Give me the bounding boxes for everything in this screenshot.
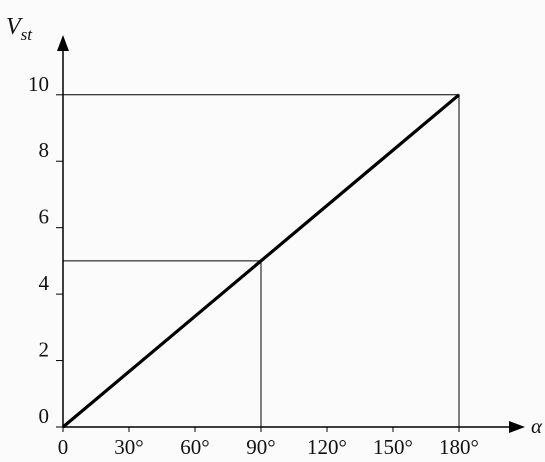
y-tick-label: 0 [39,404,50,428]
y-tick-label: 4 [39,271,50,295]
y-label-sub: st [21,25,34,44]
x-tick-label: 90° [246,435,275,459]
x-axis-label: α [531,414,543,438]
x-tick-label: 120° [307,435,347,459]
x-tick-label: 30° [114,435,143,459]
x-tick-label: 0 [58,435,69,459]
x-tick-label: 60° [180,435,209,459]
y-tick-label: 10 [28,72,49,96]
y-tick-label: 6 [39,205,50,229]
background [0,0,545,462]
y-tick-label: 8 [39,138,50,162]
x-tick-label: 180° [439,435,479,459]
x-tick-label: 150° [373,435,413,459]
y-tick-label: 2 [39,338,50,362]
chart: Vst α 0246810030°60°90°120°150°180° [0,0,545,462]
